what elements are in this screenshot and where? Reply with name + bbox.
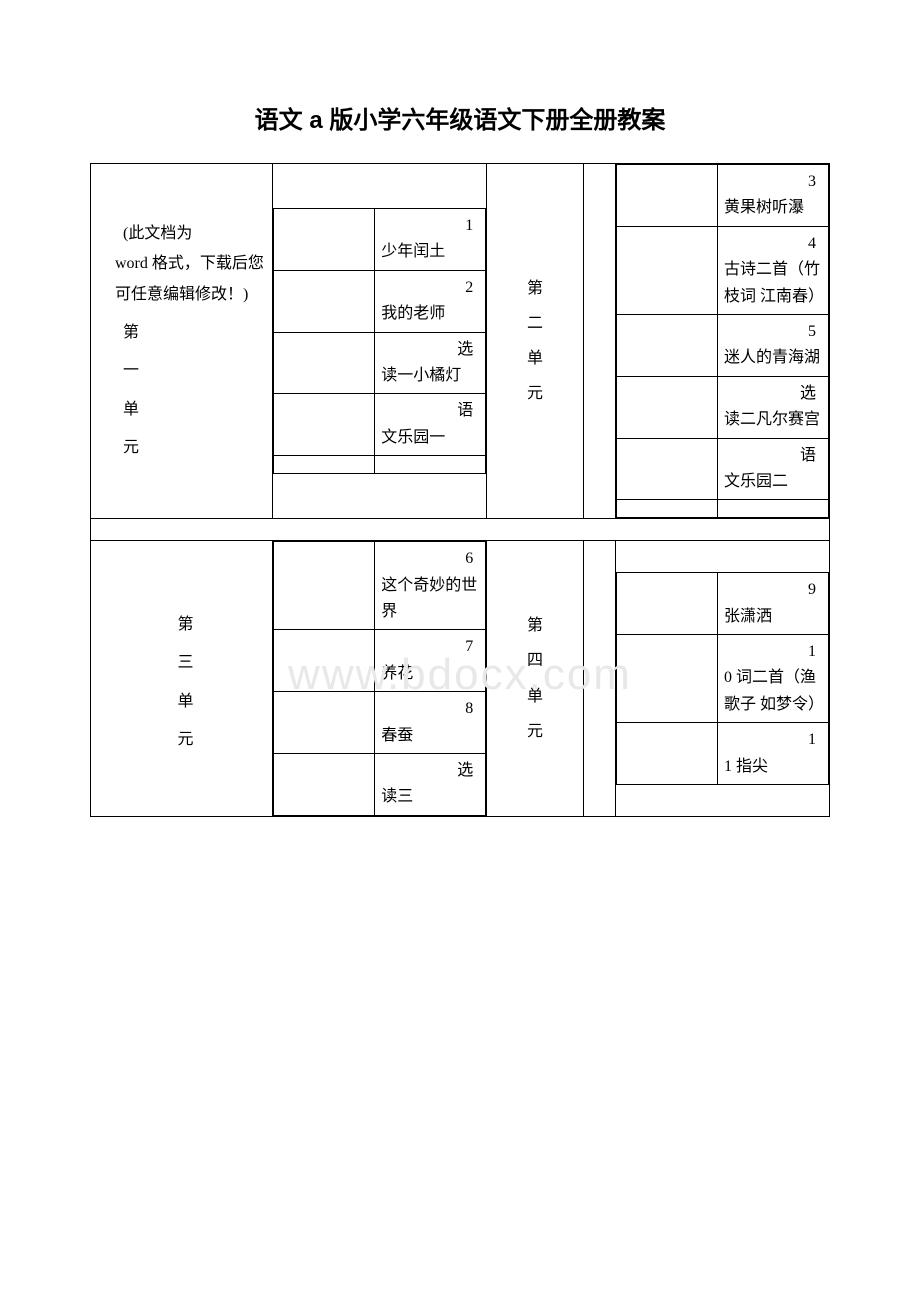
list-item: 语 文乐园一 <box>375 394 486 456</box>
unit3-cell: 第 三 单 元 <box>91 541 273 817</box>
unit4-label: 第 四 单 元 <box>487 541 583 817</box>
list-item: 2 我的老师 <box>375 270 486 332</box>
list-item: 9 张潇洒 <box>717 573 828 635</box>
gap-cell <box>583 164 615 519</box>
list-item: 1 少年闰土 <box>375 209 486 271</box>
unit2-items: 3 黄果树听瀑 4 古诗二首（竹枝词 江南春） 5 迷人的青海湖 <box>615 164 829 519</box>
gap-cell <box>583 541 615 817</box>
unit4-items: 9 张潇洒 1 0 词二首（渔歌子 如梦令） 1 1 指尖 <box>615 541 829 817</box>
table-row: (此文档为 word 格式，下载后您可任意编辑修改！) 第 一 单 元 1 少年… <box>91 164 830 519</box>
list-item: 1 0 词二首（渔歌子 如梦令） <box>717 634 828 722</box>
doc-note: (此文档为 word 格式，下载后您可任意编辑修改！) <box>115 219 264 310</box>
unit3-items: 6 这个奇妙的世界 7 养花 8 春蚕 <box>273 541 487 817</box>
list-item: 选 读一小橘灯 <box>375 332 486 394</box>
page-container: 语文 a 版小学六年级语文下册全册教案 (此文档为 word 格式，下载后您可任… <box>0 0 920 857</box>
list-item: 选 读二凡尔赛宫 <box>717 376 828 438</box>
list-item: 1 1 指尖 <box>717 723 828 785</box>
list-item: 语 文乐园二 <box>717 438 828 500</box>
list-item: 5 迷人的青海湖 <box>717 314 828 376</box>
list-item: 6 这个奇妙的世界 <box>375 542 486 630</box>
unit1-items: 1 少年闰土 2 我的老师 选 读一小橘灯 <box>273 164 487 519</box>
unit2-label: 第 二 单 元 <box>487 164 583 519</box>
table-row: 第 三 单 元 6 这个奇妙的世界 7 养花 <box>91 541 830 817</box>
divider-row <box>91 519 830 541</box>
page-title: 语文 a 版小学六年级语文下册全册教案 <box>90 100 830 135</box>
unit-label: 单 <box>115 395 264 425</box>
contents-table: (此文档为 word 格式，下载后您可任意编辑修改！) 第 一 单 元 1 少年… <box>90 163 830 817</box>
list-item: 3 黄果树听瀑 <box>717 165 828 227</box>
unit-label: 元 <box>115 433 264 463</box>
unit1-cell: (此文档为 word 格式，下载后您可任意编辑修改！) 第 一 单 元 <box>91 164 273 519</box>
unit-label: 第 <box>115 318 264 348</box>
list-item: 8 春蚕 <box>375 692 486 754</box>
list-item: 选 读三 <box>375 754 486 816</box>
list-item: 7 养花 <box>375 630 486 692</box>
list-item: 4 古诗二首（竹枝词 江南春） <box>717 226 828 314</box>
unit-label: 一 <box>115 356 264 386</box>
